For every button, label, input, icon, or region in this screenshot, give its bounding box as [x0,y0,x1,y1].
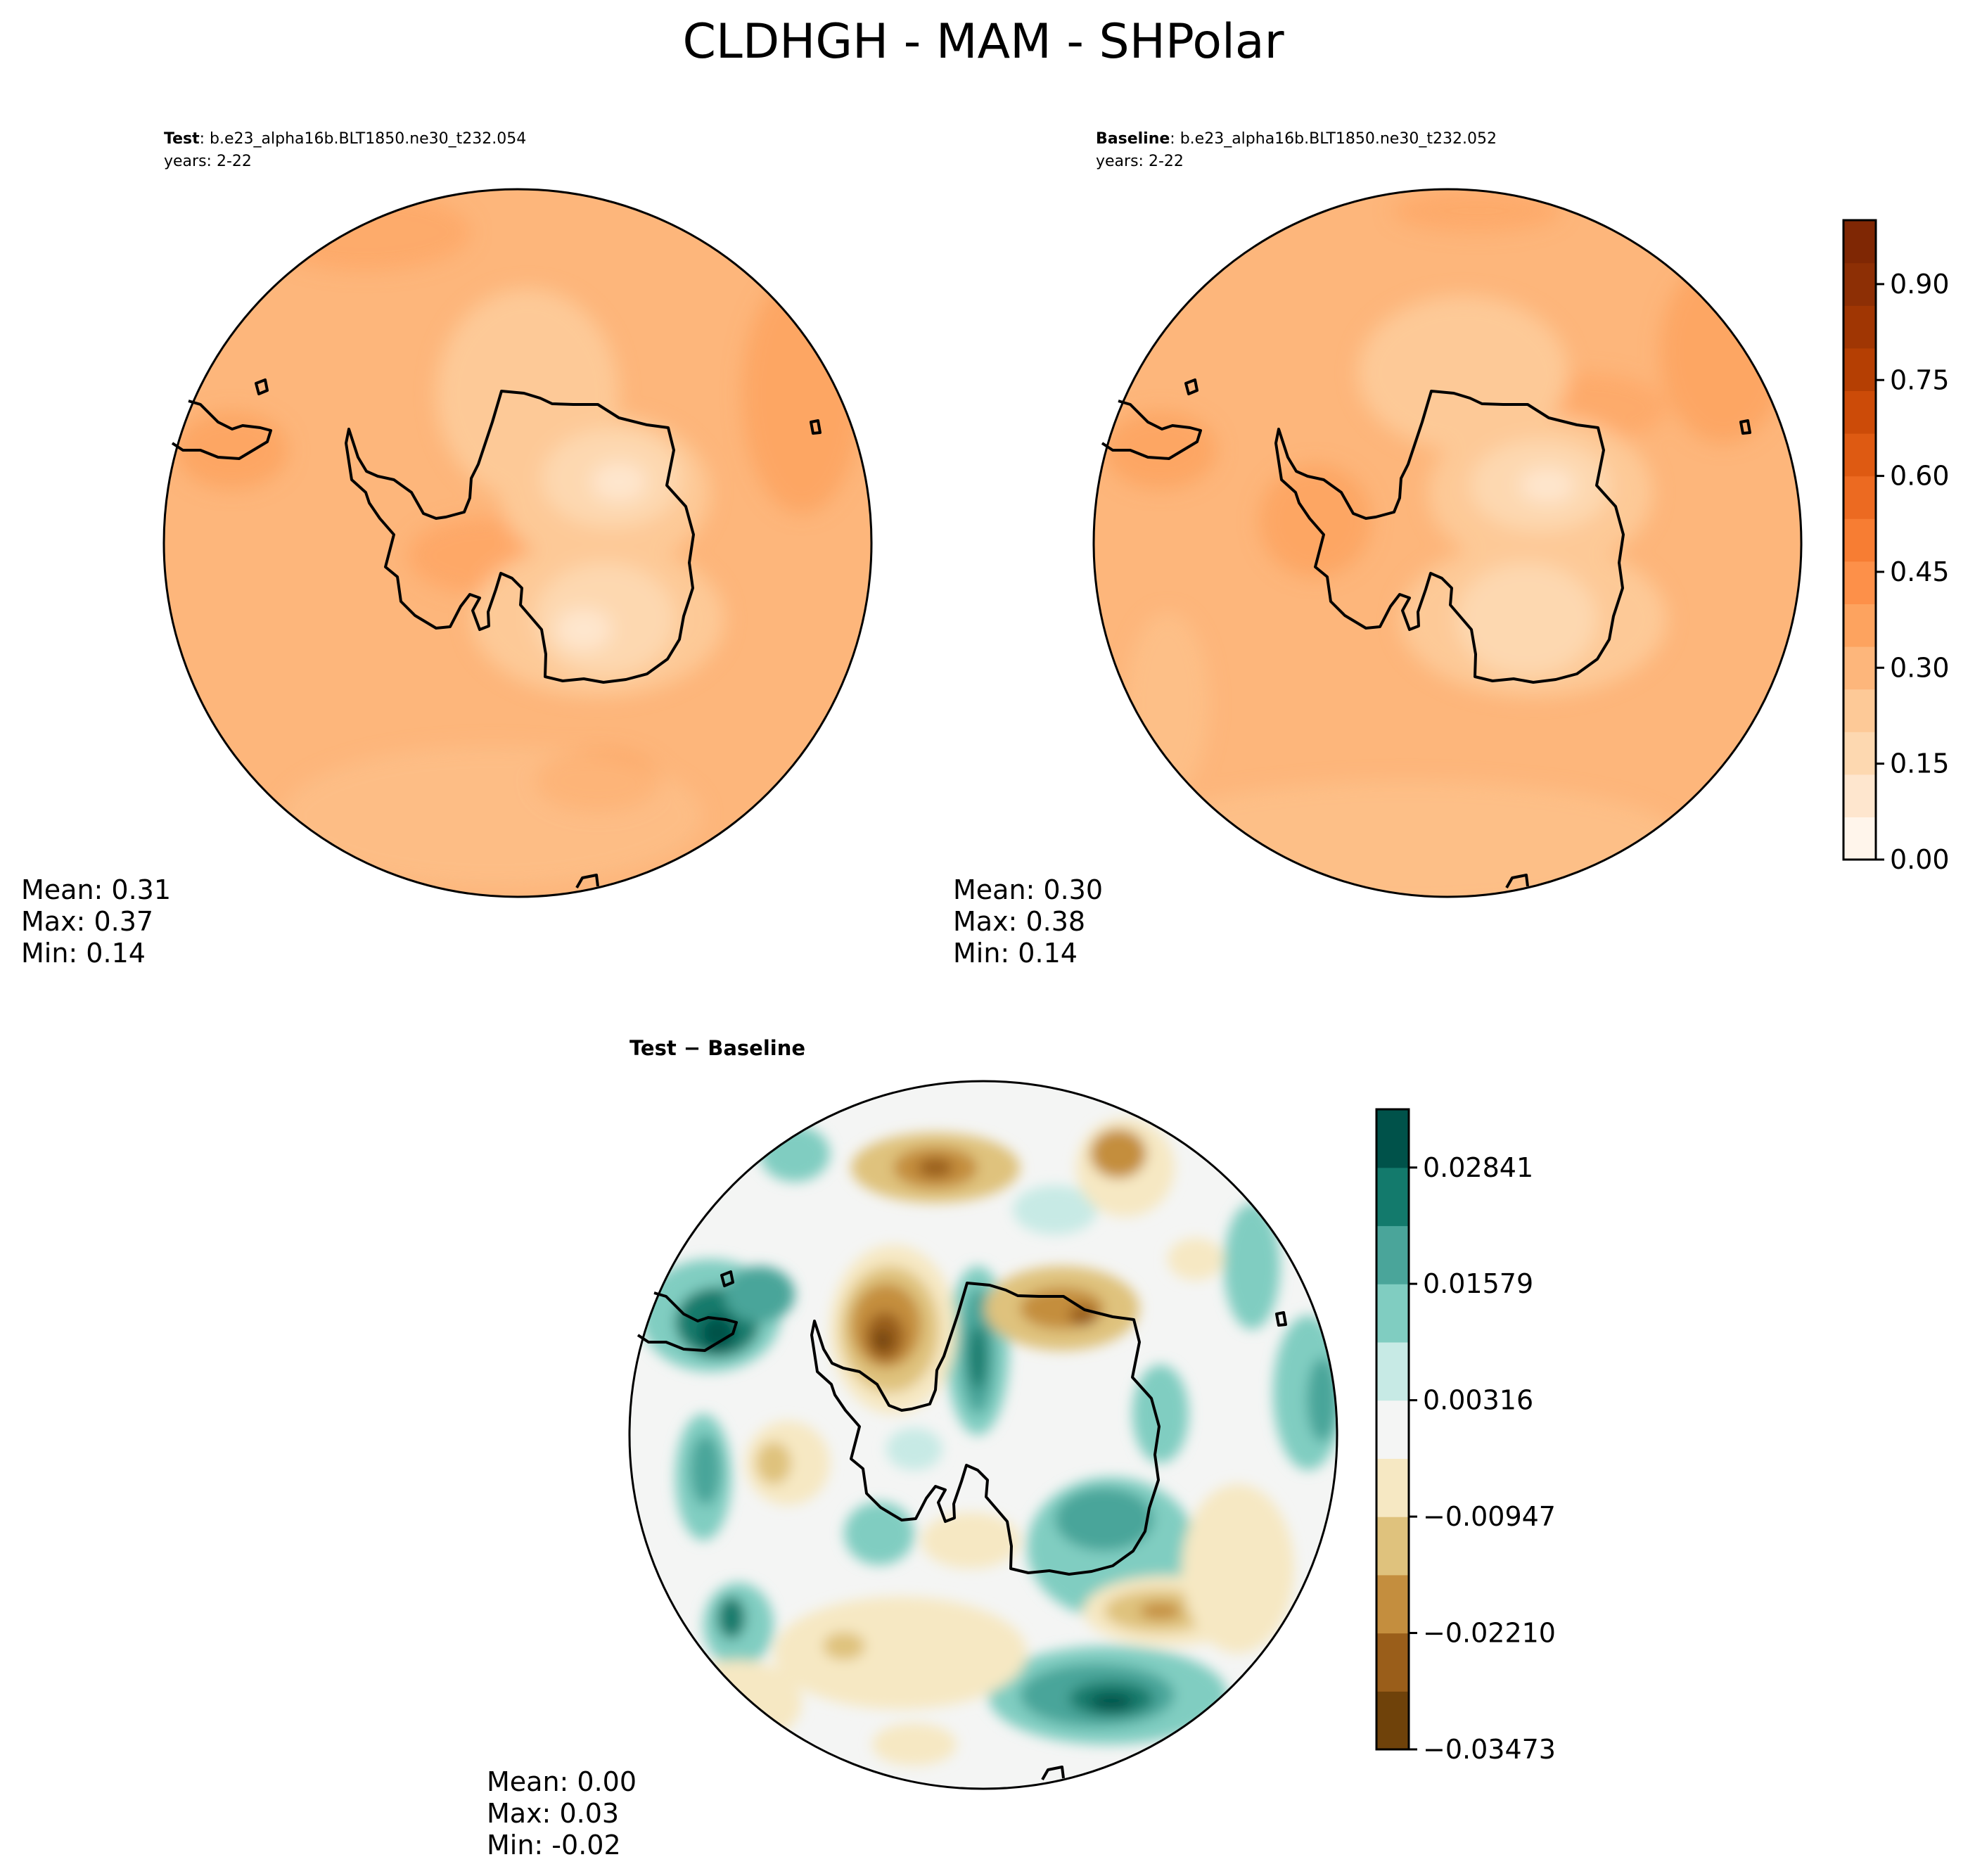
diff-colorbar-swatch [1376,1458,1409,1517]
test-falklands-outline [255,378,269,395]
diff-island-bottom-outline [1041,1766,1065,1780]
test-south-america-coastline [171,400,272,460]
test-island-bottom-outline [575,874,599,888]
diff-colorbar-tick-label: 0.01579 [1423,1268,1533,1299]
main-colorbar-swatch [1843,689,1876,732]
baseline-map [1094,189,1801,897]
main-colorbar-tick-label: 0.30 [1890,652,1950,683]
baseline-case-name: : b.e23_alpha16b.BLT1850.ne30_t232.052 [1170,130,1497,148]
baseline-stat-mean: Mean: 0.30 [953,874,1103,905]
diff-island-outline [1275,1311,1287,1327]
diff-antarctica-coastline [810,1282,1161,1576]
figure-title: CLDHGH - MAM - SHPolar [682,14,1284,70]
diff-colorbar-swatch [1376,1341,1409,1401]
test-island-outline [810,419,822,435]
test-panel-header: Test: b.e23_alpha16b.BLT1850.ne30_t232.0… [164,130,526,148]
diff-colorbar-tick-label: −0.03473 [1423,1734,1556,1765]
main-colorbar-tick-label: 0.60 [1890,461,1950,492]
main-colorbar-tick-label: 0.15 [1890,748,1950,779]
main-colorbar-swatch [1843,774,1876,817]
diff-map [629,1081,1337,1789]
diff-colorbar-swatch [1376,1109,1409,1168]
main-colorbar-swatch [1843,817,1876,860]
test-coastlines [171,378,822,888]
diff-stat-max: Max: 0.03 [487,1798,619,1829]
main-colorbar-swatch [1843,305,1876,349]
diff-colorbar-tick-label: 0.00316 [1423,1385,1533,1416]
main-colorbar-swatch [1843,433,1876,477]
main-colorbar-swatch [1843,561,1876,604]
baseline-stat-min: Min: 0.14 [953,938,1078,969]
main-colorbar-swatch [1843,476,1876,519]
main-colorbar-tick-label: 0.00 [1890,844,1950,875]
diff-map-boundary [628,1080,1338,1790]
diff-colorbar-swatch [1376,1167,1409,1227]
main-colorbar-swatch [1843,604,1876,647]
main-colorbar-frame [1842,219,1877,861]
diff-stat-mean: Mean: 0.00 [487,1766,637,1797]
main-colorbar-swatch [1843,732,1876,775]
main-colorbar-swatch [1843,347,1876,391]
diff-south-america-coastline [637,1291,738,1352]
diff-title: Test − Baseline [629,1036,805,1060]
main-colorbar-tick-label: 0.45 [1890,556,1950,587]
baseline-antarctica-coastline [1274,390,1625,684]
diff-colorbar-swatch [1376,1400,1409,1459]
main-colorbar-swatch [1843,262,1876,306]
diff-colorbar-tick-label: −0.02210 [1423,1618,1556,1649]
baseline-coastlines [1101,378,1751,888]
main-colorbar-tick-label: 0.90 [1890,269,1950,300]
diff-colorbar: 0.02841 0.01579 0.00316 −0.00947 −0.02210 −0.… [1375,1108,1556,1765]
diff-colorbar-swatch [1376,1517,1409,1576]
test-stat-max: Max: 0.37 [21,906,153,937]
test-years: years: 2-22 [164,153,252,170]
baseline-island-bottom-outline [1505,874,1529,888]
diff-panel: Test − Baseline [487,1036,1338,1861]
baseline-island-outline [1739,419,1751,435]
baseline-map-boundary [1092,188,1803,898]
main-colorbar-swatch [1843,220,1876,264]
main-colorbar-swatch [1843,646,1876,690]
test-case-name: : b.e23_alpha16b.BLT1850.ne30_t232.054 [200,130,527,148]
baseline-falklands-outline [1184,378,1199,395]
baseline-years: years: 2-22 [1096,153,1184,170]
diff-colorbar-swatch [1376,1225,1409,1284]
test-map-boundary [162,188,873,898]
baseline-panel: Baseline: b.e23_alpha16b.BLT1850.ne30_t2… [953,130,1803,969]
test-antarctica-coastline [345,390,695,684]
test-panel: Test: b.e23_alpha16b.BLT1850.ne30_t232.0… [21,130,873,969]
diff-colorbar-swatch [1376,1633,1409,1692]
main-colorbar-tick-label: 0.75 [1890,364,1950,395]
baseline-south-america-coastline [1101,400,1202,460]
diff-colorbar-swatch [1376,1574,1409,1634]
test-label: Test [164,130,200,148]
test-map [164,189,871,897]
diff-colorbar-tick-label: 0.02841 [1423,1152,1533,1183]
baseline-stat-max: Max: 0.38 [953,906,1085,937]
main-colorbar-swatch [1843,518,1876,562]
diff-colorbar-tick-label: −0.00947 [1423,1501,1556,1532]
diff-falklands-outline [720,1270,734,1287]
main-colorbar-swatch [1843,390,1876,434]
diff-coastlines [637,1270,1287,1780]
test-stat-min: Min: 0.14 [21,938,146,969]
diff-colorbar-swatch [1376,1284,1409,1343]
diff-colorbar-frame [1375,1108,1410,1751]
baseline-label: Baseline [1096,130,1170,148]
test-stat-mean: Mean: 0.31 [21,874,171,905]
main-colorbar: 0.00 0.15 0.30 0.45 0.60 0.75 0.90 [1842,219,1950,875]
diff-stat-min: Min: -0.02 [487,1830,621,1861]
diff-colorbar-swatch [1376,1691,1409,1750]
baseline-panel-header: Baseline: b.e23_alpha16b.BLT1850.ne30_t2… [1096,130,1497,148]
